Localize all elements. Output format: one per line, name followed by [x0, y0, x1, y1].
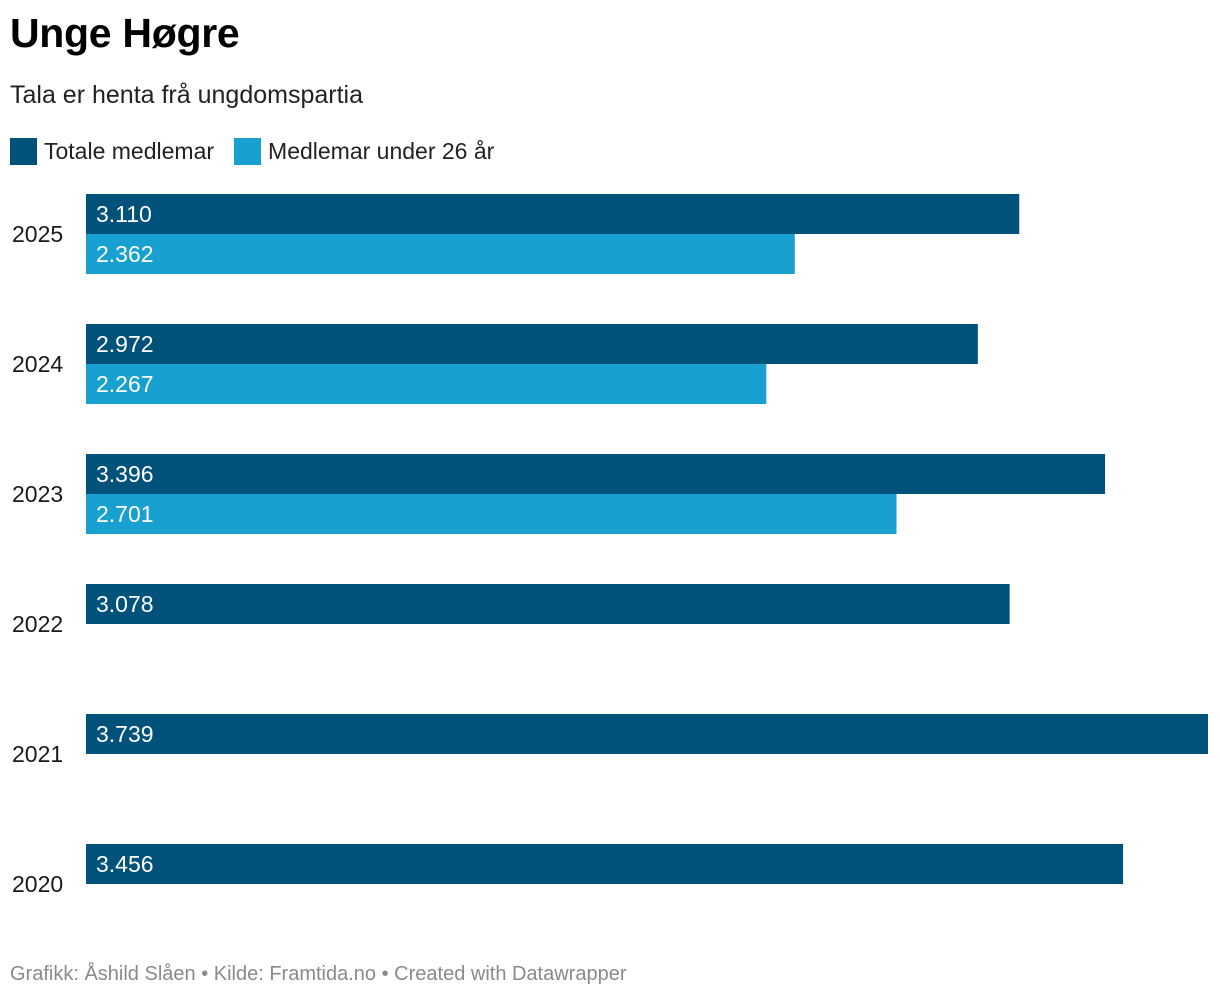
category-label: 2023 [12, 481, 63, 507]
chart-title: Unge Høgre [10, 10, 240, 56]
category-label: 2025 [12, 221, 63, 247]
chart-footer: Grafikk: Åshild Slåen • Kilde: Framtida.… [10, 963, 627, 985]
legend-label-under26: Medlemar under 26 år [268, 138, 495, 164]
bar-group-2023: 2023 3.396 2.701 [12, 454, 1106, 534]
bar-under26 [86, 364, 767, 404]
bar-group-2025: 2025 3.110 2.362 [12, 194, 1020, 274]
legend-swatch-under26 [234, 138, 262, 165]
bar-group-2021: 2021 3.739 [12, 714, 1208, 767]
bar-total [86, 584, 1010, 624]
bar-under26 [86, 494, 897, 534]
bar-chart: 2025 3.110 2.362 2024 2.972 2.267 2023 3.396 2.7… [12, 194, 1208, 897]
bar-total [86, 844, 1124, 884]
bar-under26 [86, 234, 795, 274]
value-label-under26: 2.362 [96, 241, 154, 267]
legend: Totale medlemar Medlemar under 26 år [10, 138, 514, 165]
bar-total [86, 194, 1020, 234]
bar-group-2022: 2022 3.078 [12, 584, 1010, 637]
category-label: 2020 [12, 871, 63, 897]
value-label-total: 2.972 [96, 331, 154, 357]
value-label-under26: 2.701 [96, 501, 154, 527]
category-label: 2021 [12, 741, 63, 767]
chart-subtitle: Tala er henta frå ungdomspartia [10, 81, 363, 109]
bar-total [86, 454, 1106, 494]
legend-item-total: Totale medlemar [10, 138, 214, 165]
value-label-total: 3.396 [96, 461, 154, 487]
value-label-total: 3.456 [96, 851, 154, 877]
value-label-total: 3.110 [96, 201, 152, 227]
category-label: 2024 [12, 351, 63, 377]
value-label-under26: 2.267 [96, 371, 154, 397]
legend-label-total: Totale medlemar [44, 138, 215, 164]
bar-total [86, 324, 978, 364]
value-label-total: 3.739 [96, 721, 154, 747]
bar-total [86, 714, 1208, 754]
legend-swatch-total [10, 138, 37, 165]
bar-group-2024: 2024 2.972 2.267 [12, 324, 978, 404]
value-label-total: 3.078 [96, 591, 154, 617]
category-label: 2022 [12, 611, 63, 637]
bar-group-2020: 2020 3.456 [12, 844, 1124, 897]
legend-item-under26: Medlemar under 26 år [234, 138, 494, 165]
